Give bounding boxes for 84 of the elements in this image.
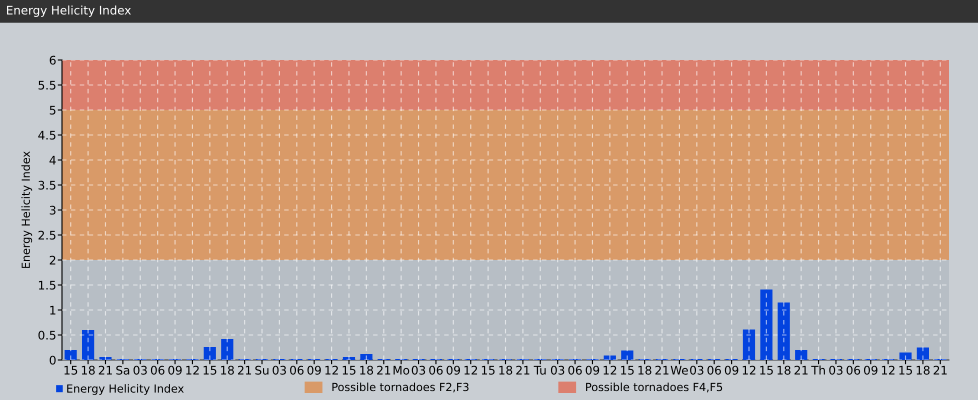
y-tick-label: 4.5 [38,130,56,140]
x-tick-label: 12 [742,366,756,375]
x-tick-label: 15 [621,366,634,375]
bar [916,348,929,360]
y-axis-title: Energy Helicity Index [21,151,32,268]
x-tick-label: 06 [290,366,304,375]
x-tick-label: 15 [899,366,912,375]
x-tick-label: 03 [829,366,843,375]
chart-title: Energy Helicity Index [7,5,131,17]
x-tick-label: 21 [98,366,112,375]
x-tick-label: 06 [150,366,164,375]
x-tick-label: 18 [638,366,652,375]
bar [64,350,77,360]
x-tick-label: Tu [534,366,546,375]
x-tick-label: 03 [690,366,704,375]
x-tick-label: 18 [360,366,374,375]
x-tick-label: Mo [394,366,410,375]
bar [760,290,772,360]
x-tick-label: 18 [221,366,234,375]
x-tick-label: 15 [760,366,773,375]
x-tick-label: 03 [134,366,147,375]
legend-label: Possible tornadoes F2,F3 [332,382,469,392]
bar [342,357,356,360]
x-tick-label: 09 [724,366,738,375]
x-tick-label: 18 [82,366,95,375]
bar [795,350,808,360]
x-tick-label: 12 [882,366,894,375]
x-tick-label: 06 [707,366,721,375]
x-tick-label: 18 [778,366,790,375]
y-tick-label: 3 [50,206,56,215]
x-tick-label: 21 [516,366,530,375]
y-tick-label: 0 [50,356,56,365]
legend-label: Energy Helicity Index [67,384,184,395]
x-tick-label: 15 [204,366,216,375]
y-tick-label: 0.5 [38,330,56,340]
x-tick-label: 21 [238,366,252,375]
bar [82,330,94,360]
y-tick-label: 1.5 [38,280,56,290]
x-tick-label: 09 [586,366,600,375]
x-tick-label: 09 [307,366,321,375]
bar [742,330,756,360]
x-tick-label: 15 [64,366,78,375]
x-tick-label: 18 [499,366,512,375]
x-tick-label: 21 [655,366,668,375]
x-tick-label: 15 [482,366,495,375]
x-tick-label: 18 [916,366,930,375]
y-tick-label: 2.5 [38,230,56,240]
x-tick-label: 06 [429,366,443,375]
x-tick-label: 12 [464,366,478,375]
x-tick-label: 06 [568,366,582,375]
y-tick-label: 4 [50,156,56,164]
x-tick-label: We [670,366,688,375]
bar [221,339,234,360]
y-tick-label: 6 [50,56,56,65]
x-tick-label: 21 [794,366,808,375]
y-tick-label: 3.5 [38,180,56,190]
bar [899,352,912,360]
x-tick-label: 06 [846,366,860,375]
y-tick-label: 2 [50,256,56,264]
x-tick-label: Sa [116,366,130,375]
bar [621,350,634,360]
bar [360,354,372,360]
x-tick-label: 03 [272,366,286,375]
x-tick-label: Th [811,366,825,375]
x-tick-label: 12 [186,366,199,375]
y-tick-label: 5.5 [38,80,56,90]
y-tick-label: 5 [50,106,56,115]
x-tick-label: Su [255,366,268,375]
x-tick-label: 12 [325,366,338,375]
x-tick-label: 09 [446,366,460,375]
x-tick-label: 21 [934,366,947,375]
x-tick-label: 15 [342,366,356,375]
x-tick-label: 21 [377,366,390,375]
y-tick-label: 1 [50,306,56,314]
legend-label: Possible tornadoes F4,F5 [586,382,722,392]
bar [778,302,790,360]
x-tick-label: 09 [168,366,182,375]
bar [99,357,112,360]
x-tick-label: 09 [864,366,878,375]
bar [604,356,616,360]
x-tick-label: 03 [550,366,564,375]
x-tick-label: 12 [604,366,616,375]
x-tick-label: 03 [412,366,426,375]
bar [204,347,216,360]
